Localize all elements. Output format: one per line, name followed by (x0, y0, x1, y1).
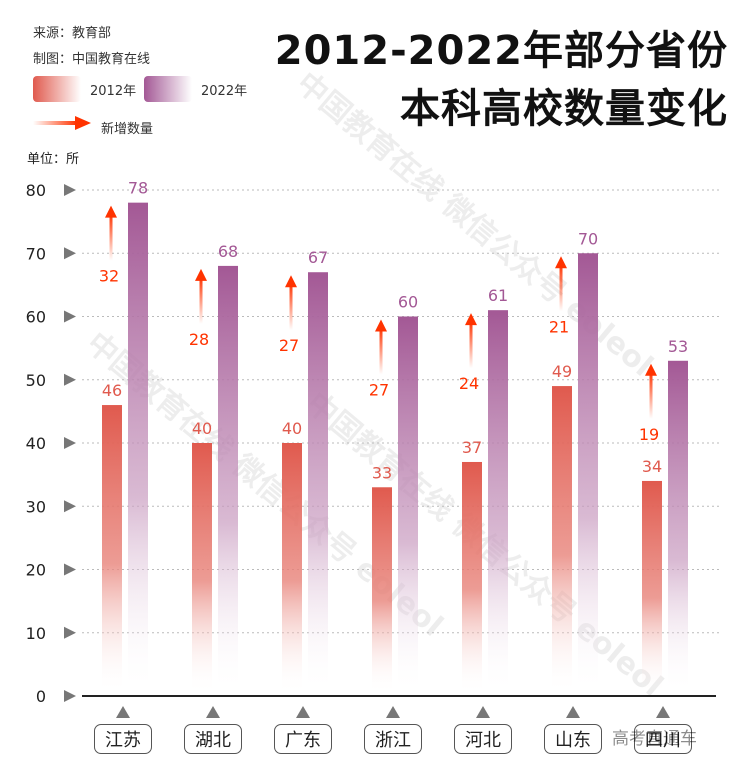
y-tick-marker (64, 310, 76, 323)
bar-label-2012: 49 (552, 362, 572, 381)
bar-2022 (398, 316, 418, 694)
bar-label-2012: 34 (642, 457, 662, 476)
increase-arrow (199, 276, 203, 324)
increase-arrow-head (375, 319, 387, 332)
y-tick-label: 0 (36, 687, 46, 706)
increase-arrow (109, 213, 113, 261)
y-tick-marker (64, 626, 76, 639)
x-category-label: 广东 (274, 724, 332, 754)
increase-label: 32 (99, 267, 119, 286)
increase-label: 21 (549, 317, 569, 336)
legend-arrow-icon (33, 116, 91, 130)
bar-2022 (668, 360, 688, 694)
x-tick-marker (386, 706, 400, 718)
chart-title-line2: 本科高校数量变化 (400, 86, 728, 132)
increase-arrow (289, 283, 293, 331)
legend-label-2022: 2022年 (201, 84, 248, 99)
y-tick-marker (64, 500, 76, 513)
y-tick-marker (64, 437, 76, 449)
x-tick-marker (656, 706, 670, 718)
bar-2012 (642, 480, 662, 694)
increase-label: 24 (459, 374, 479, 393)
legend-label-increase: 新增数量 (101, 122, 154, 137)
bar-2022 (128, 202, 148, 694)
increase-label: 19 (639, 425, 659, 444)
bar-label-2012: 40 (282, 419, 302, 438)
y-tick-label: 20 (26, 561, 46, 580)
increase-arrow-head (195, 268, 207, 281)
y-tick-label: 30 (26, 497, 46, 516)
corner-watermark: 高考直通车 (612, 729, 697, 749)
source-note: 来源：教育部 (33, 26, 112, 41)
x-category-label: 河北 (454, 724, 512, 754)
bar-label-2022: 60 (398, 293, 418, 312)
credit-note: 制图：中国教育在线 (33, 52, 151, 67)
increase-label: 27 (279, 336, 299, 355)
x-tick-marker (296, 706, 310, 718)
x-category-label: 浙江 (364, 724, 422, 754)
y-tick-label: 70 (26, 244, 46, 263)
bar-label-2022: 70 (578, 229, 598, 248)
increase-arrow-head (555, 256, 567, 269)
legend-swatch-2022 (144, 76, 192, 102)
legend-swatch-2012 (33, 76, 81, 102)
bar-label-2012: 37 (462, 438, 482, 457)
x-category-label: 江苏 (94, 724, 152, 754)
x-tick-marker (206, 706, 220, 718)
x-category-label: 山东 (544, 724, 602, 754)
x-category-label: 湖北 (184, 724, 242, 754)
bar-label-2022: 61 (488, 286, 508, 305)
bar-2012 (462, 461, 482, 694)
bar-label-2022: 67 (308, 248, 328, 267)
y-tick-label: 40 (26, 434, 46, 453)
bar-label-2022: 53 (668, 337, 688, 356)
y-tick-marker (64, 690, 76, 702)
bar-2012 (372, 487, 392, 694)
bar-2022 (578, 253, 598, 694)
increase-arrow (649, 371, 653, 419)
y-tick-label: 60 (26, 308, 46, 327)
unit-label: 单位：所 (27, 152, 80, 167)
increase-arrow-head (105, 205, 117, 218)
x-tick-marker (476, 706, 490, 718)
y-tick-marker (64, 563, 76, 576)
increase-arrow (469, 321, 473, 369)
increase-arrow-head (465, 313, 477, 326)
x-tick-marker (116, 706, 130, 718)
increase-arrow (559, 264, 563, 312)
increase-arrow (379, 327, 383, 375)
bar-label-2012: 40 (192, 419, 212, 438)
chart-title-line1: 2012-2022年部分省份 (274, 28, 728, 74)
y-tick-label: 10 (26, 624, 46, 643)
bar-2012 (102, 405, 122, 694)
y-tick-label: 80 (26, 181, 46, 200)
legend-label-2012: 2012年 (90, 84, 137, 99)
y-tick-label: 50 (26, 371, 46, 390)
bar-2012 (282, 443, 302, 694)
x-tick-marker (566, 706, 580, 718)
bar-2022 (218, 265, 238, 694)
bar-2022 (488, 310, 508, 694)
bar-label-2012: 46 (102, 381, 122, 400)
increase-label: 28 (189, 330, 209, 349)
bar-2012 (552, 386, 572, 694)
bar-label-2022: 68 (218, 242, 238, 261)
y-tick-marker (64, 184, 76, 196)
y-tick-marker (64, 373, 76, 386)
bar-label-2022: 78 (128, 179, 148, 198)
y-tick-marker (64, 247, 76, 260)
bar-label-2012: 33 (372, 463, 392, 482)
bar-2022 (308, 272, 328, 694)
x-category-label: 四川 (634, 724, 692, 754)
bar-2012 (192, 443, 212, 694)
increase-arrow-head (285, 275, 297, 288)
increase-label: 27 (369, 381, 389, 400)
increase-arrow-head (645, 363, 657, 376)
